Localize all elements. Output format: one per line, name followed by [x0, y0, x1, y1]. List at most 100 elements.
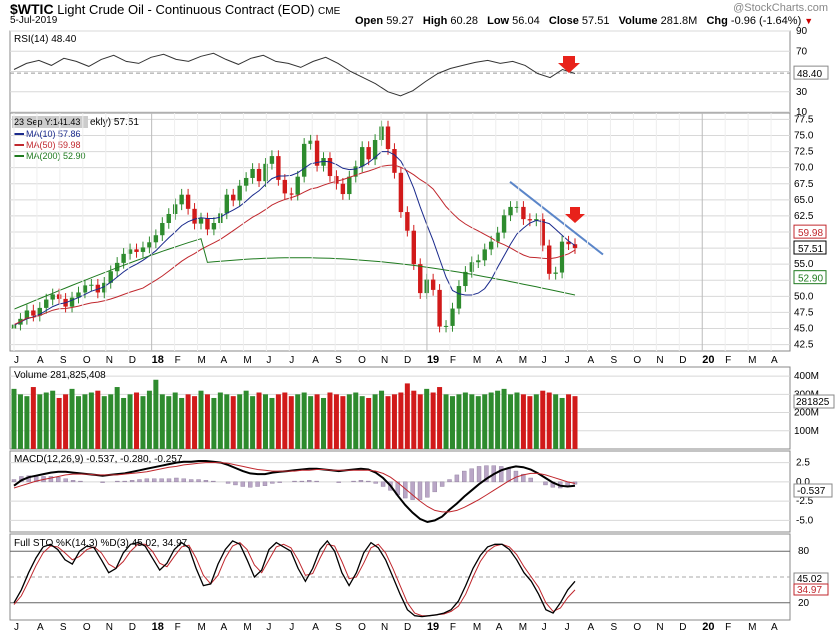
macd-histogram-bar [63, 478, 68, 483]
volume-bar [179, 397, 185, 449]
bottom-x-tick-label: A [37, 622, 44, 633]
volume-bar [211, 397, 217, 449]
price-candle [211, 222, 217, 230]
rsi-tick-label: 30 [796, 87, 808, 98]
price-x-tick-label: O [83, 355, 91, 366]
price-candle [353, 166, 358, 177]
stochastic-tick-label: 80 [798, 546, 810, 557]
macd-histogram-bar [351, 480, 356, 483]
macd-histogram-bar [462, 470, 467, 483]
price-tick-label: 72.5 [794, 147, 814, 158]
price-x-tick-label: M [243, 355, 251, 366]
volume-bar [224, 394, 230, 449]
price-x-tick-label: O [358, 355, 366, 366]
stochastic-tick-label: 20 [798, 598, 810, 609]
price-candle [108, 271, 113, 283]
price-candle [263, 163, 268, 182]
close-value-label: 57.51 [798, 244, 823, 255]
price-candle [160, 222, 165, 236]
symbol: $WTIC [10, 1, 54, 17]
symbol-title: $WTIC Light Crude Oil - Continuous Contr… [10, 1, 340, 17]
volume-bar [443, 394, 449, 449]
price-x-tick-label: 20 [702, 354, 714, 366]
volume-bar [198, 390, 204, 449]
price-tick-label: 75.0 [794, 131, 814, 142]
volume-bar [488, 392, 494, 449]
bottom-x-tick-label: J [289, 622, 294, 633]
macd-histogram-bar [469, 468, 474, 483]
volume-bar [146, 390, 152, 449]
macd-histogram-bar [454, 474, 460, 483]
volume-bar [559, 397, 565, 449]
macd-histogram-bar [373, 481, 378, 484]
volume-bar [456, 394, 462, 449]
volume-bar [462, 392, 468, 449]
macd-histogram-bar [299, 480, 305, 483]
chart-date: 5-Jul-2019 [10, 15, 58, 26]
macd-histogram-bar [366, 480, 371, 483]
bottom-x-tick-label: O [83, 622, 91, 633]
volume-bar [121, 397, 127, 449]
macd-histogram-bar [225, 481, 231, 484]
volume-bar [159, 394, 165, 449]
price-candle [450, 308, 455, 326]
legend-entry: MA(200) 52.90 [26, 151, 86, 161]
price-candle [572, 244, 578, 249]
volume-bar [43, 392, 49, 449]
macd-title: MACD(12,26,9) -0.537, -0.280, -0.257 [14, 454, 183, 465]
stochastic-k-label: 45.02 [797, 574, 822, 585]
low-label: Low [487, 15, 510, 27]
price-x-tick-label: J [565, 355, 570, 366]
price-candle [24, 310, 30, 319]
bottom-x-tick-label: D [129, 622, 136, 633]
price-candle [437, 289, 442, 327]
volume-tick-label: 200M [794, 408, 819, 419]
bottom-x-tick-label: A [588, 622, 595, 633]
crosshair-label: 23 Sep Y:141.43 [14, 117, 80, 127]
price-candle [243, 177, 249, 186]
bottom-x-tick-label: M [519, 622, 527, 633]
price-tick-label: 65.0 [794, 195, 814, 206]
price-tick-label: 70.0 [794, 163, 814, 174]
price-candle [37, 307, 42, 316]
macd-histogram-bar [484, 465, 489, 483]
ma50-value-label: 59.98 [798, 228, 823, 239]
ma10-line [13, 151, 576, 326]
price-candle [173, 204, 178, 214]
macd-histogram-bar [129, 480, 135, 483]
macd-histogram-bar [425, 481, 430, 498]
macd-tick-label: -2.5 [796, 496, 814, 507]
volume-bar [527, 396, 533, 449]
volume-value: 281.8M [660, 15, 698, 27]
volume-bar [424, 388, 430, 449]
volume-bar [140, 396, 146, 449]
macd-histogram-bar [358, 480, 364, 483]
volume-bar [327, 392, 333, 449]
macd-histogram-bar [115, 480, 120, 483]
bottom-x-tick-label: S [335, 622, 342, 633]
price-candle [566, 241, 571, 245]
volume-bar [30, 387, 36, 449]
price-candle [56, 294, 62, 299]
bottom-x-tick-label: J [266, 622, 271, 633]
macd-histogram-bar [56, 477, 61, 483]
macd-histogram-bar [528, 477, 533, 483]
rsi-value-label: 48.40 [797, 69, 822, 80]
macd-value-label: -0.537 [797, 486, 826, 497]
price-candle [192, 208, 197, 224]
price-candle [501, 215, 507, 233]
macd-histogram-bar [152, 478, 157, 483]
price-x-tick-label: D [404, 355, 411, 366]
macd-histogram-bar [203, 480, 209, 483]
volume-bar [533, 394, 539, 449]
macd-histogram-bar [270, 481, 275, 484]
price-candle [540, 219, 545, 246]
volume-bar [411, 390, 417, 449]
macd-histogram-bar [100, 481, 105, 483]
volume-bar [88, 392, 94, 449]
price-candle [334, 176, 339, 184]
volume-bar [24, 396, 30, 449]
close-value: 57.51 [581, 15, 610, 27]
price-candle [430, 279, 436, 290]
price-candle [224, 194, 229, 214]
